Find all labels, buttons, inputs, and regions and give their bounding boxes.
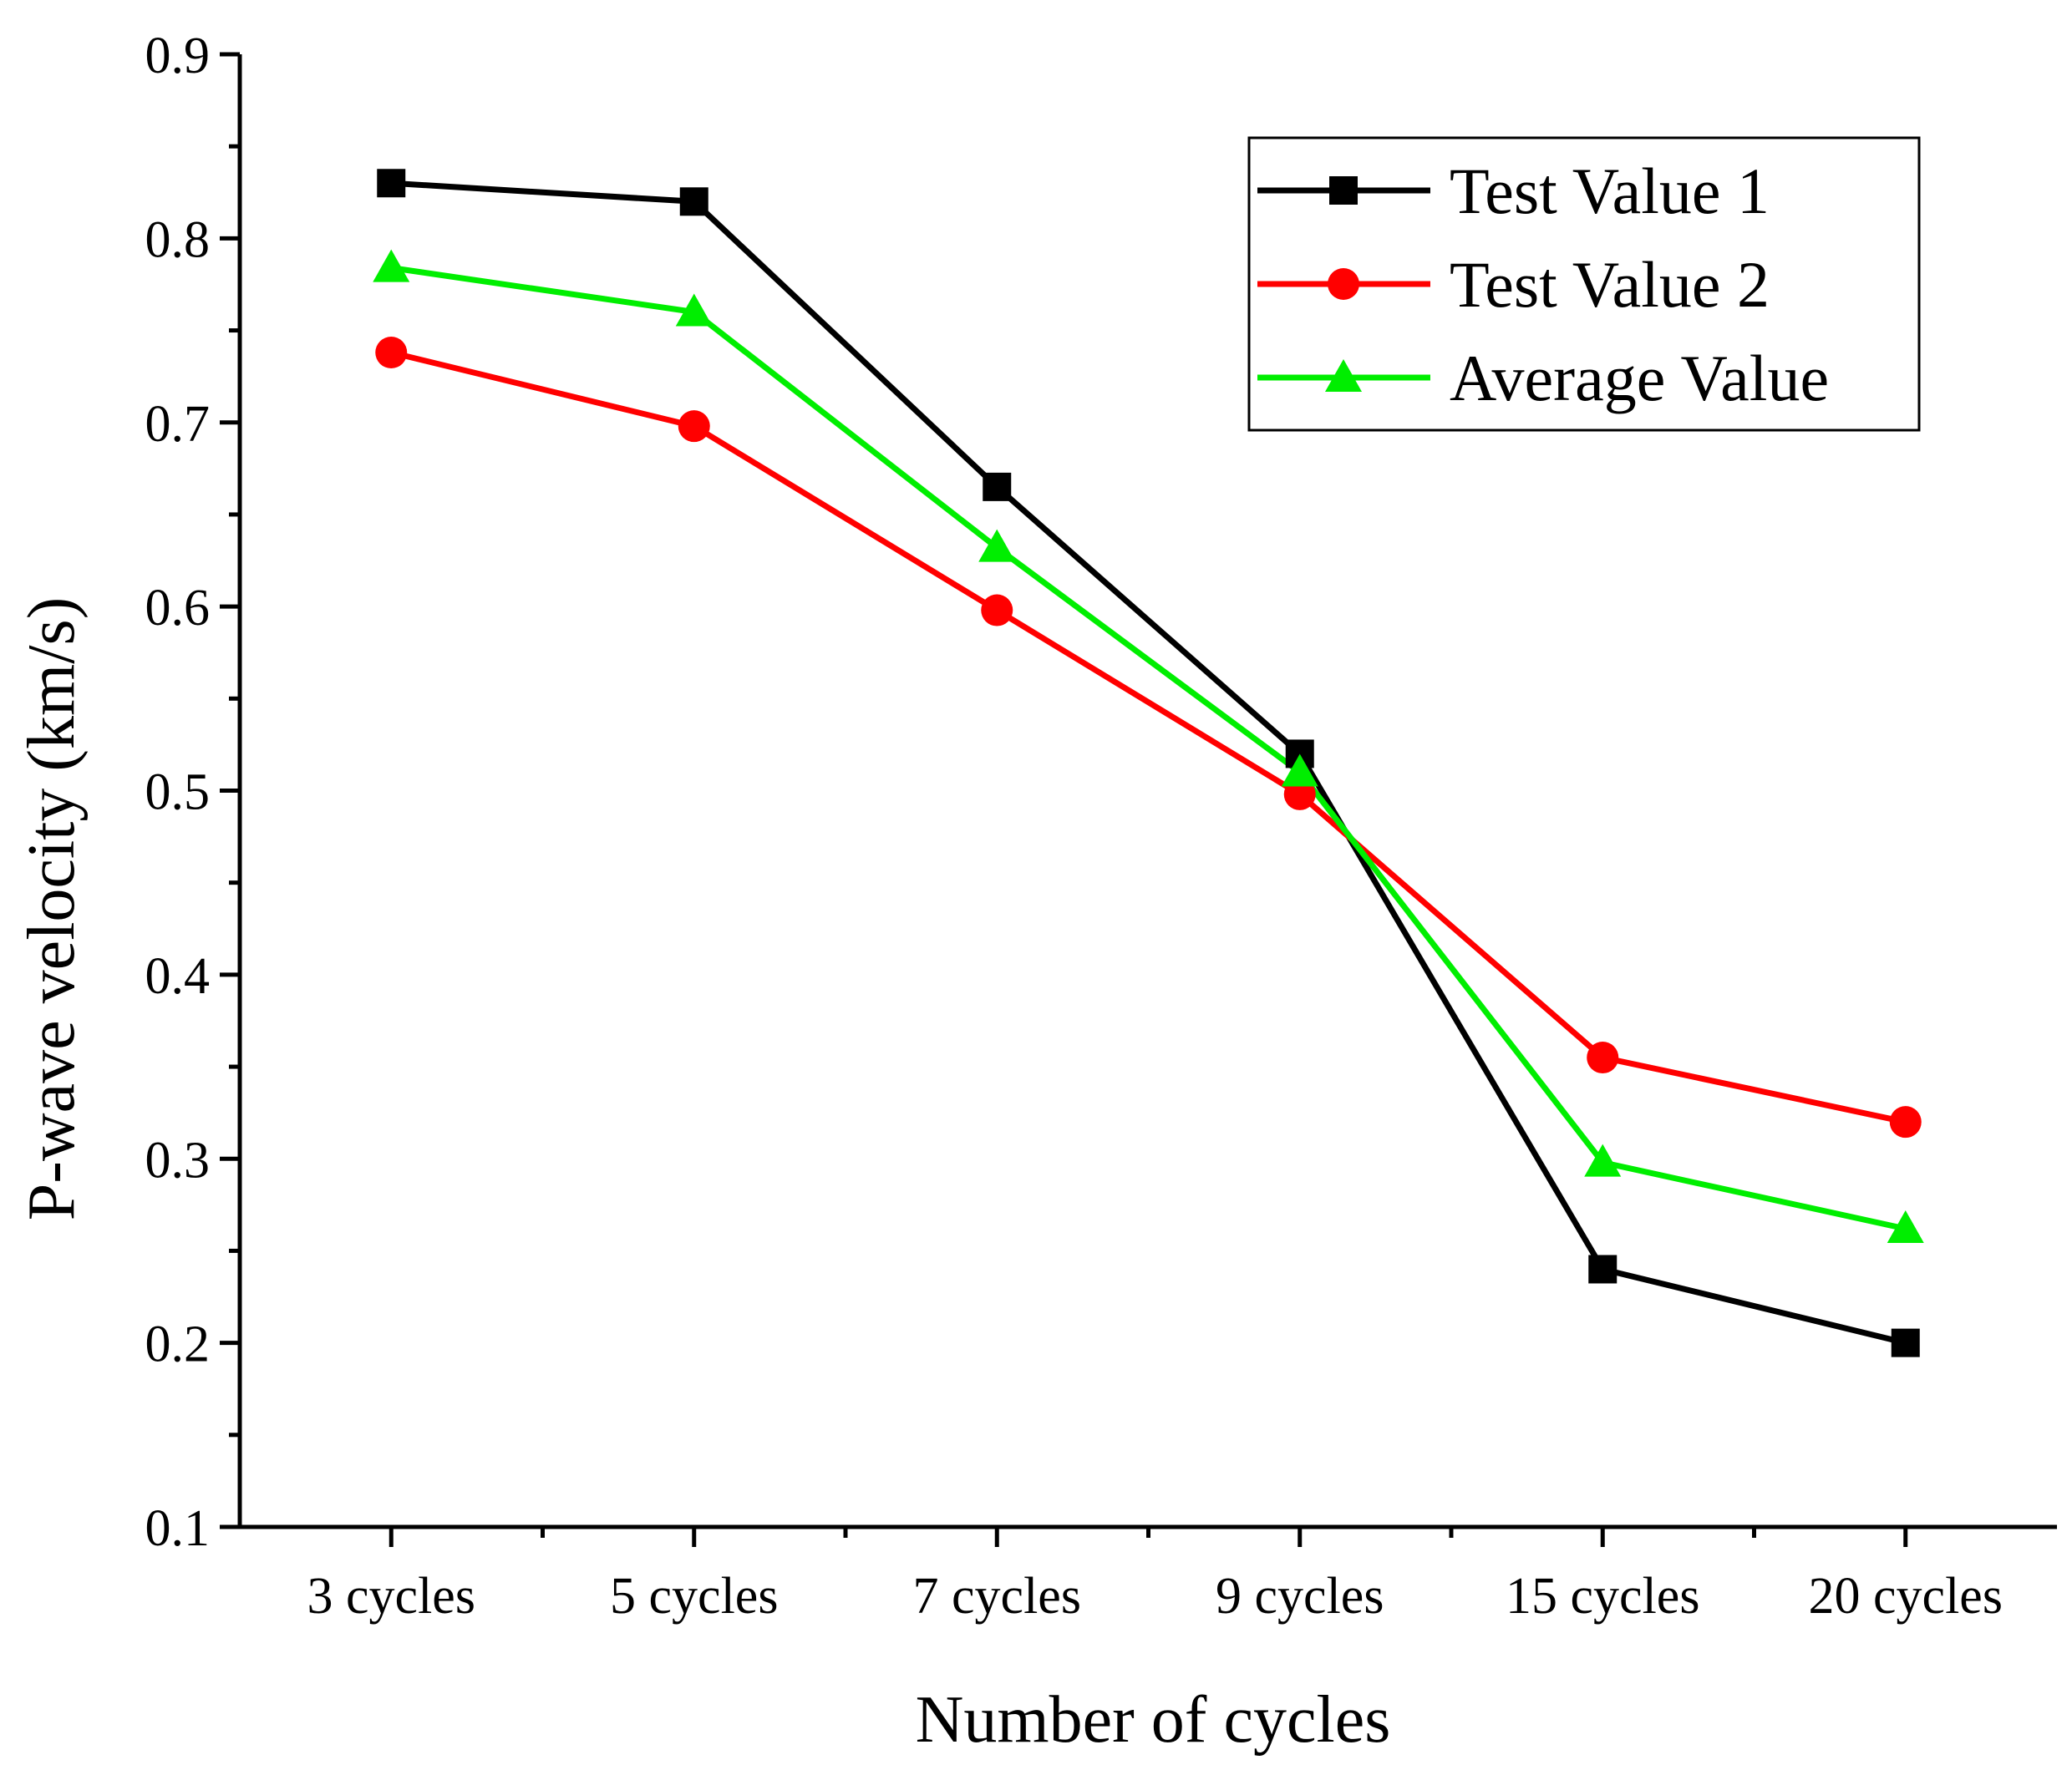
- legend-label: Average Value: [1450, 342, 1829, 414]
- data-point-triangle: [1584, 1144, 1622, 1177]
- data-point-circle: [1587, 1042, 1619, 1074]
- data-point-square: [377, 169, 406, 198]
- data-point-triangle: [978, 529, 1016, 562]
- y-tick-label: 0.4: [145, 948, 211, 1005]
- series-line-2: [390, 349, 1907, 1125]
- series-line-3: [390, 265, 1907, 1232]
- data-point-square: [983, 472, 1012, 501]
- series-line-1: [391, 180, 1907, 1347]
- data-point-triangle: [1887, 1210, 1924, 1243]
- x-tick-label: 20 cycles: [1809, 1568, 2003, 1625]
- data-point-circle: [375, 337, 408, 369]
- legend-marker-square: [1329, 176, 1358, 205]
- legend-marker-triangle: [1325, 359, 1362, 392]
- data-point-square: [679, 187, 708, 216]
- data-point-circle: [1889, 1106, 1922, 1139]
- legend: Test Value 1 Test Value 2 Average Value: [1247, 136, 1921, 432]
- y-tick-label: 0.8: [145, 211, 211, 268]
- data-point-square: [1588, 1255, 1617, 1284]
- x-tick-label: 3 cycles: [307, 1568, 475, 1625]
- x-tick-label: 5 cycles: [610, 1568, 778, 1625]
- y-tick-label: 0.3: [145, 1132, 211, 1189]
- y-tick-label: 0.5: [145, 764, 211, 821]
- data-point-square: [1891, 1328, 1920, 1357]
- legend-label: Test Value 2: [1450, 248, 1770, 321]
- series-layer: [373, 169, 1924, 1357]
- axes: 0.1 0.2 0.3 0.4 0.5 0.6 0.7 0.8 0.9 3 cycles 5 cyc…: [145, 28, 2057, 1625]
- x-tick-label: 9 cycles: [1216, 1568, 1384, 1625]
- data-point-triangle: [373, 249, 410, 282]
- y-tick-label: 0.7: [145, 396, 211, 453]
- data-point-circle: [981, 594, 1013, 626]
- data-point-triangle: [1281, 753, 1318, 787]
- x-tick-label: 15 cycles: [1506, 1568, 1699, 1625]
- x-tick-label: 7 cycles: [913, 1568, 1081, 1625]
- y-tick-label: 0.6: [145, 580, 211, 637]
- y-tick-label: 0.1: [145, 1500, 211, 1557]
- data-point-circle: [678, 410, 710, 443]
- y-axis-title: P-wave velocity (km/s): [15, 597, 89, 1220]
- legend-marker-circle: [1328, 268, 1359, 300]
- data-point-triangle: [675, 293, 713, 327]
- x-axis-title: Number of cycles: [916, 1683, 1391, 1757]
- legend-label: Test Value 1: [1450, 155, 1770, 227]
- y-tick-label: 0.2: [145, 1316, 211, 1373]
- y-tick-label: 0.9: [145, 28, 211, 84]
